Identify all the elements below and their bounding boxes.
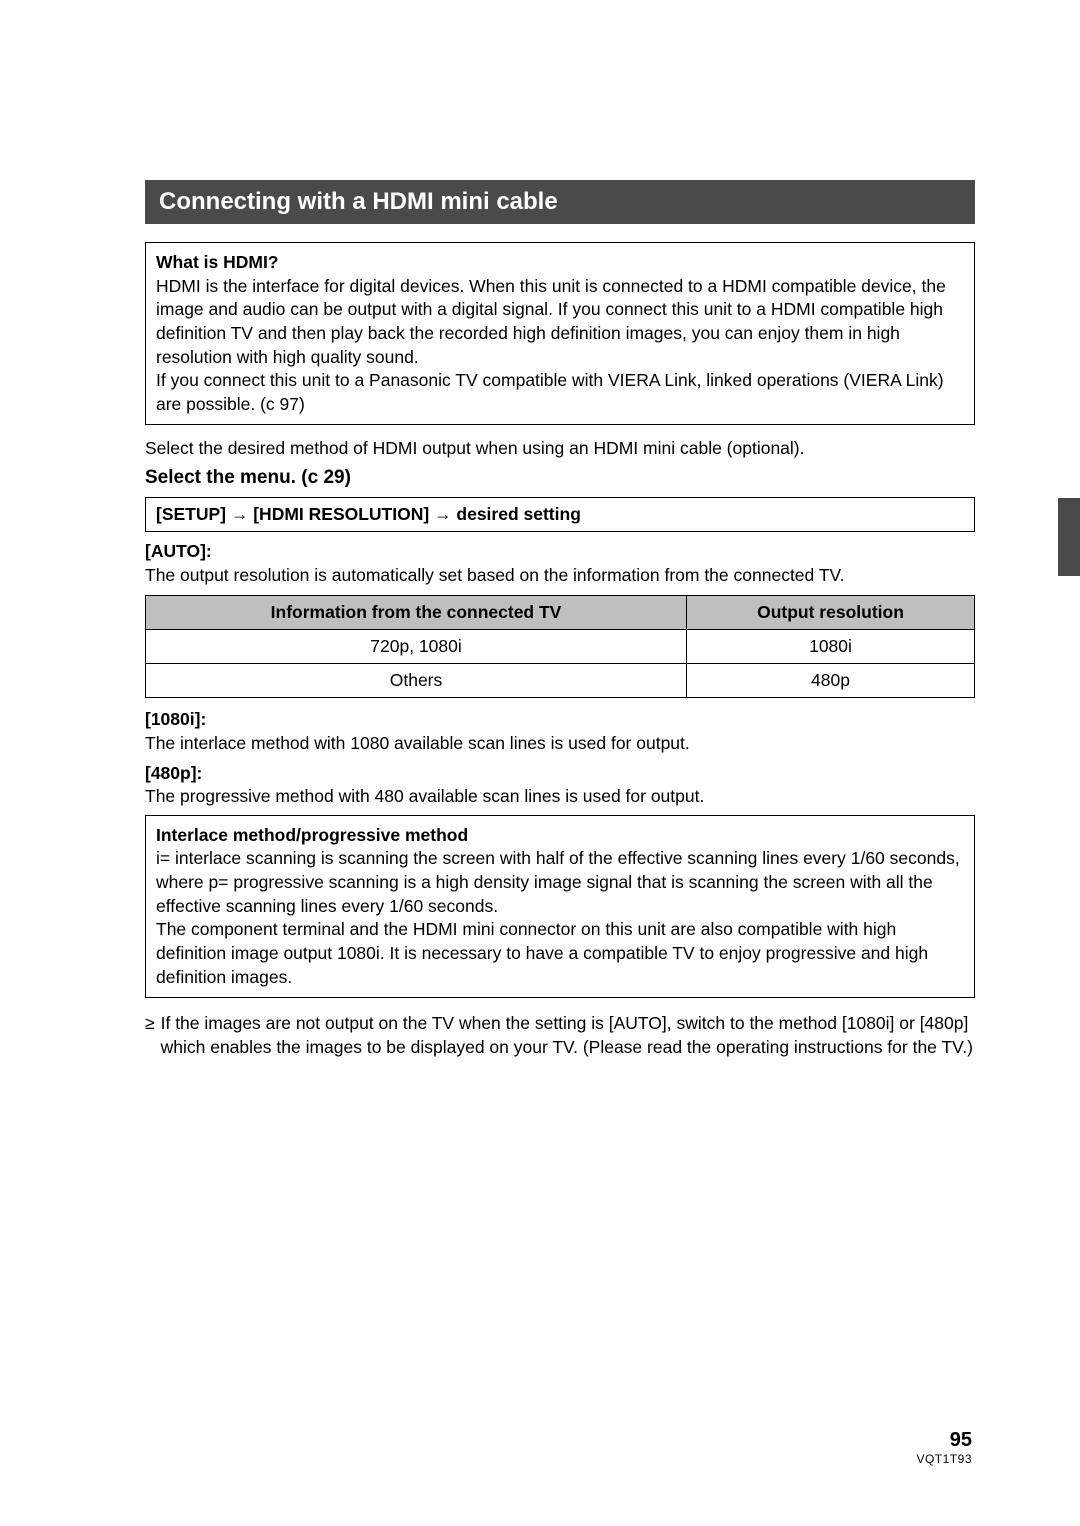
table-header-row: Information from the connected TV Output…: [146, 596, 975, 630]
auto-label: [AUTO]:: [145, 540, 975, 564]
method-box-title: Interlace method/progressive method: [156, 824, 964, 848]
table-row: Others 480p: [146, 664, 975, 698]
doc-id: VQT1T93: [916, 1452, 972, 1466]
table-cell: Others: [146, 664, 687, 698]
note-row: ≥ If the images are not output on the TV…: [145, 1012, 975, 1059]
method-box: Interlace method/progressive method i= i…: [145, 815, 975, 998]
table-row: 720p, 1080i 1080i: [146, 630, 975, 664]
table-header-col1: Information from the connected TV: [146, 596, 687, 630]
1080i-label: [1080i]:: [145, 708, 975, 732]
menu-path-box: [SETUP] → [HDMI RESOLUTION] → desired se…: [145, 497, 975, 532]
hdmi-box-p1: HDMI is the interface for digital device…: [156, 275, 964, 370]
note-text: If the images are not output on the TV w…: [161, 1012, 975, 1059]
resolution-table: Information from the connected TV Output…: [145, 595, 975, 698]
side-tab: [1058, 498, 1080, 576]
auto-desc: The output resolution is automatically s…: [145, 564, 975, 588]
page-footer: 95 VQT1T93: [916, 1429, 972, 1466]
table-cell: 480p: [687, 664, 975, 698]
select-menu-heading: Select the menu. (c 29): [145, 467, 975, 489]
hdmi-box-title: What is HDMI?: [156, 251, 964, 275]
hdmi-info-box: What is HDMI? HDMI is the interface for …: [145, 242, 975, 425]
intro-line: Select the desired method of HDMI output…: [145, 437, 975, 461]
table-header-col2: Output resolution: [687, 596, 975, 630]
480p-desc: The progressive method with 480 availabl…: [145, 785, 975, 809]
table-cell: 720p, 1080i: [146, 630, 687, 664]
hdmi-box-p2: If you connect this unit to a Panasonic …: [156, 369, 964, 416]
table-cell: 1080i: [687, 630, 975, 664]
1080i-desc: The interlace method with 1080 available…: [145, 732, 975, 756]
section-header: Connecting with a HDMI mini cable: [145, 180, 975, 224]
document-page: Connecting with a HDMI mini cable What i…: [0, 0, 1080, 1526]
method-box-p1: i= interlace scanning is scanning the sc…: [156, 847, 964, 918]
page-number: 95: [916, 1429, 972, 1452]
bullet-icon: ≥: [145, 1012, 155, 1059]
480p-label: [480p]:: [145, 762, 975, 786]
method-box-p2: The component terminal and the HDMI mini…: [156, 918, 964, 989]
